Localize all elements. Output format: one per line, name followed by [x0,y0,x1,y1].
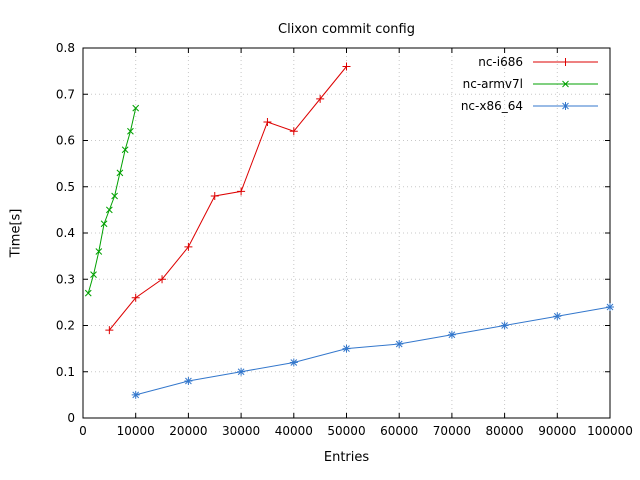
y-tick-label: 0 [67,411,75,425]
x-tick-label: 0 [79,424,87,438]
y-tick-label: 0.8 [56,41,75,55]
series-nc-x86_64 [131,303,614,399]
x-tick-label: 60000 [380,424,418,438]
tick-labels: 0 10000 20000 30000 40000 50000 60000 70000 8000… [56,41,633,438]
y-tick-label: 0.3 [56,272,75,286]
x-tick-label: 90000 [538,424,576,438]
x-tick-label: 10000 [117,424,155,438]
legend: nc-i686 nc-armv7l nc-x86_64 [461,55,598,113]
x-tick-label: 70000 [433,424,471,438]
x-tick-label: 100000 [587,424,633,438]
legend-entry-nc-x86_64: nc-x86_64 [461,99,598,113]
legend-label: nc-armv7l [463,77,523,91]
legend-entry-nc-i686: nc-i686 [478,55,598,69]
x-tick-label: 20000 [169,424,207,438]
x-tick-label: 40000 [275,424,313,438]
series-nc-armv7l [84,104,140,297]
tick-marks [82,47,611,419]
legend-label: nc-x86_64 [461,99,523,113]
y-tick-label: 0.2 [56,319,75,333]
y-tick-label: 0.5 [56,180,75,194]
x-axis-label: Entries [323,450,370,465]
series-nc-i686 [105,62,351,335]
y-axis-label: Time[s] [8,208,24,258]
legend-label: nc-i686 [478,55,523,69]
grid [83,48,610,418]
chart-title: Clixon commit config [278,22,415,37]
y-tick-label: 0.6 [56,134,75,148]
x-tick-label: 80000 [486,424,524,438]
y-tick-label: 0.7 [56,87,75,101]
x-tick-label: 30000 [222,424,260,438]
y-tick-label: 0.4 [56,226,75,240]
x-tick-label: 50000 [327,424,365,438]
legend-entry-nc-armv7l: nc-armv7l [463,77,598,91]
y-tick-label: 0.1 [56,365,75,379]
